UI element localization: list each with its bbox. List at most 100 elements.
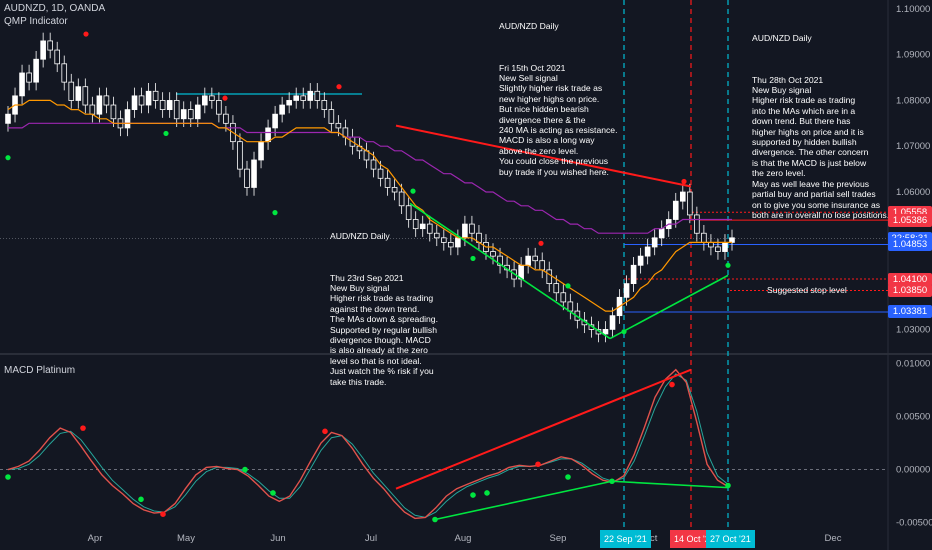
candle-body — [61, 63, 68, 83]
date-axis-label: May — [177, 533, 195, 544]
candle-body — [448, 241, 454, 248]
candle-body — [469, 223, 475, 234]
candle-body — [19, 72, 25, 97]
date-axis-label: Apr — [88, 533, 103, 544]
macd-sell-dot — [160, 511, 166, 517]
candle-body — [729, 237, 735, 243]
price-axis-label: 1.07000 — [896, 141, 930, 152]
macd-buy-dot — [432, 516, 438, 523]
macd-signal-line — [7, 373, 729, 518]
candle-body — [539, 260, 546, 271]
candle-body — [279, 104, 285, 115]
macd-buy-dot — [242, 466, 248, 473]
ma-fast-line — [7, 99, 732, 312]
price-axis-label: 1.08000 — [896, 95, 930, 106]
date-axis-label: Jul — [365, 533, 377, 544]
candle-body — [553, 283, 560, 294]
price-axis-label: 1.10000 — [896, 4, 930, 15]
candle-body — [131, 95, 138, 111]
note-oct15-body: Fri 15th Oct 2021 New Sell signal Slight… — [499, 62, 618, 177]
price-axis-label: 1.09000 — [896, 50, 930, 61]
date-axis-label: Dec — [825, 533, 842, 544]
event-date-tag: 27 Oct '21 — [706, 530, 755, 548]
macd-divergence-bearish — [395, 368, 692, 490]
macd-buy-dot — [5, 474, 11, 480]
candle-body — [258, 141, 264, 161]
candle-body — [651, 237, 658, 248]
sell-signal-dot — [681, 178, 687, 185]
candle-body — [166, 100, 173, 111]
candle-body — [202, 95, 208, 106]
macd-axis-label: -0.00500 — [896, 518, 932, 529]
candle-body — [462, 223, 468, 239]
candle-body — [103, 95, 110, 106]
candle-body — [433, 232, 440, 239]
candle-body — [623, 283, 630, 298]
candle-body — [138, 95, 145, 106]
macd-axis-label: 0.00000 — [896, 465, 930, 476]
candle-body — [497, 255, 503, 266]
note-oct28-title: AUD/NZD Daily — [752, 33, 812, 44]
macd-sell-dot — [669, 381, 675, 388]
macd-signal-dots — [5, 381, 731, 523]
buy-signal-dot — [163, 130, 169, 137]
candle-body — [398, 191, 405, 207]
macd-axis-label: 0.01000 — [896, 358, 930, 369]
candle-body — [546, 269, 553, 285]
candle-body — [5, 113, 11, 124]
buy-signal-dot — [470, 255, 476, 262]
note-sep23-title: AUD/NZD Daily — [330, 231, 390, 242]
candle-body — [419, 223, 426, 230]
candle-body — [152, 90, 159, 101]
candle-body — [532, 255, 538, 262]
candle-body — [609, 315, 616, 330]
date-axis-label: Jun — [270, 533, 285, 544]
candle-body — [300, 95, 307, 101]
candle-body — [441, 237, 447, 243]
candle-body — [335, 122, 342, 129]
candle-body — [159, 100, 166, 111]
macd-sell-dot — [535, 461, 541, 468]
date-axis-label: Aug — [455, 533, 472, 544]
note-oct15-title: AUD/NZD Daily — [499, 21, 559, 32]
candle-body — [630, 264, 637, 285]
candle-body — [377, 168, 384, 179]
candle-body — [173, 100, 180, 120]
macd-pane-title: MACD Platinum — [4, 365, 76, 376]
candle-body — [209, 95, 215, 101]
macd-line — [7, 368, 729, 520]
price-axis-label: 1.03000 — [896, 324, 930, 335]
macd-buy-dot — [609, 478, 615, 485]
symbol-title: AUDNZD, 1D, OANDA — [4, 3, 106, 14]
candle-body — [187, 109, 194, 120]
price-tag: 1.04853 — [888, 238, 932, 252]
candle-body — [272, 113, 278, 129]
buy-signal-dot — [5, 155, 11, 161]
candle-body — [722, 241, 728, 252]
candle-body — [89, 104, 96, 115]
buy-signal-dot — [621, 329, 627, 335]
candle-body — [145, 90, 152, 106]
macd-buy-dot — [484, 490, 490, 496]
candle-body — [560, 292, 567, 303]
sell-signal-dot — [336, 84, 342, 90]
candle-body — [223, 113, 229, 124]
macd-buy-dot — [725, 482, 731, 489]
candle-body — [47, 40, 53, 51]
candle-body — [265, 127, 271, 143]
price-tag: 1.03850 — [888, 283, 932, 297]
candle-body — [679, 191, 686, 202]
candle-body — [687, 191, 693, 216]
candle-body — [637, 255, 644, 266]
macd-buy-dot — [470, 492, 476, 498]
candle-body — [96, 95, 103, 115]
buy-signal-dot — [272, 210, 278, 216]
candle-body — [75, 86, 82, 101]
sell-signal-dot — [222, 95, 228, 101]
indicator-name: QMP Indicator — [4, 16, 68, 27]
candle-body — [293, 95, 299, 101]
buy-signal-dot — [410, 188, 416, 194]
candle-body — [286, 100, 292, 106]
macd-buy-dot — [270, 490, 276, 496]
